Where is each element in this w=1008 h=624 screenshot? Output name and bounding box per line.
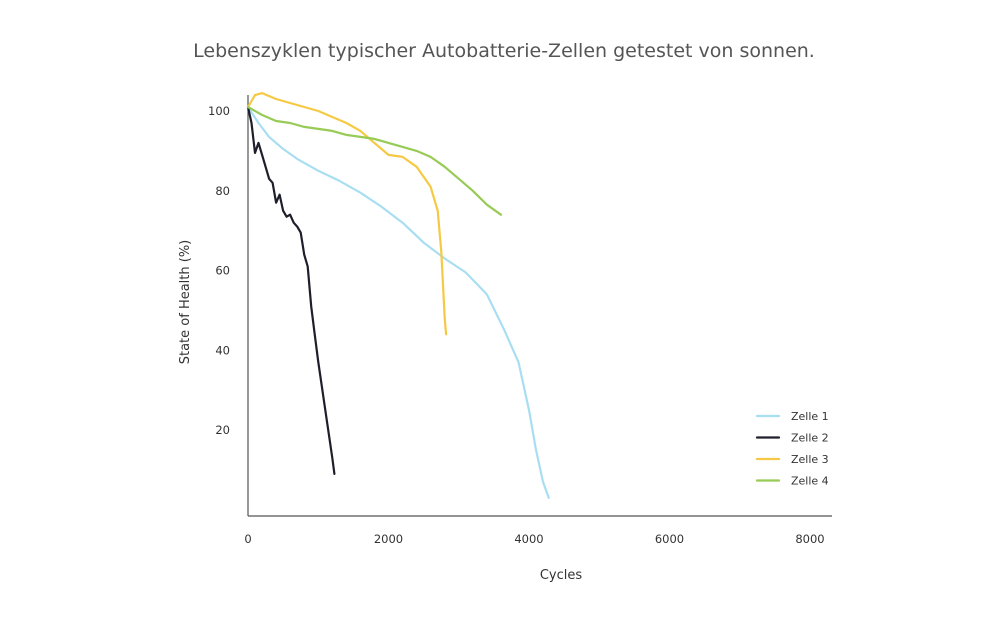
y-axis-label: State of Health (%) [178, 240, 193, 365]
x-tick-label: 6000 [655, 532, 684, 546]
legend-item-zelle-3: Zelle 3 [755, 453, 829, 466]
x-tick-label: 4000 [514, 532, 543, 546]
legend-label: Zelle 4 [791, 475, 829, 488]
legend-label: Zelle 1 [791, 410, 829, 423]
x-tick-label: 2000 [374, 532, 403, 546]
y-tick-label: 80 [215, 184, 230, 198]
chart-title: Lebenszyklen typischer Autobatterie-Zell… [193, 40, 815, 62]
x-tick-labels: 0 2000 4000 6000 8000 [244, 532, 824, 546]
series-group [246, 92, 550, 499]
series-line-zelle-3 [246, 92, 448, 336]
legend-item-zelle-4: Zelle 4 [755, 475, 829, 488]
y-tick-label: 20 [215, 423, 230, 437]
y-tick-label: 100 [208, 104, 230, 118]
series-line-zelle-2 [246, 105, 336, 475]
legend-label: Zelle 3 [791, 453, 829, 466]
x-axis-label: Cycles [540, 568, 583, 583]
y-tick-labels: 20 40 60 80 100 [208, 104, 230, 437]
x-tick-label: 0 [244, 532, 251, 546]
series-line-zelle-4 [246, 105, 502, 216]
legend-item-zelle-2: Zelle 2 [755, 432, 829, 445]
series-line-zelle-1 [246, 105, 550, 499]
plot-area [246, 92, 832, 517]
y-tick-label: 60 [215, 264, 230, 278]
legend: Zelle 1 Zelle 2 Zelle 3 Zelle 4 [755, 410, 829, 488]
legend-label: Zelle 2 [791, 432, 829, 445]
x-tick-label: 8000 [795, 532, 824, 546]
legend-item-zelle-1: Zelle 1 [755, 410, 829, 423]
y-tick-label: 40 [215, 343, 230, 357]
